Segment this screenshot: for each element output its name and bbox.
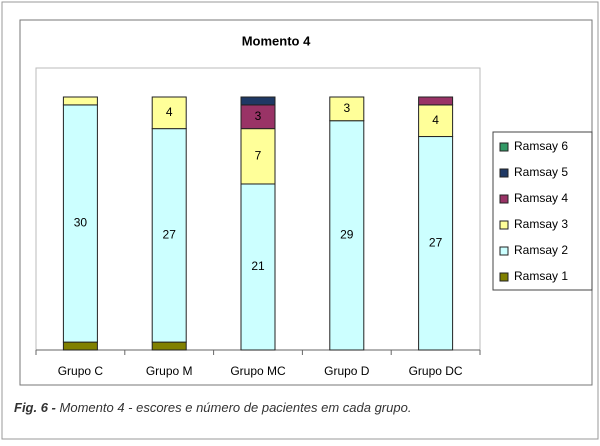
bar-segment: [329, 96, 365, 122]
data-label: 3: [255, 109, 262, 123]
x-tick-label: Grupo D: [324, 364, 370, 378]
bar-segment: [329, 120, 365, 351]
bar-segment: [418, 96, 454, 106]
data-label: 27: [163, 228, 177, 242]
bar-segment: [62, 341, 98, 351]
data-label: 21: [251, 259, 265, 273]
bar-segment: [240, 128, 276, 185]
bar-segment: [62, 96, 98, 106]
x-tick-label: Grupo C: [58, 364, 104, 378]
legend-swatch: [499, 168, 509, 178]
caption-label: Fig. 6 -: [14, 400, 56, 415]
data-label: 27: [429, 235, 443, 249]
bar-segment: [151, 341, 187, 351]
x-tick-label: Grupo DC: [409, 364, 463, 378]
chart-title: Momento 4: [242, 33, 311, 48]
bar-segment: [240, 183, 276, 351]
data-label: 4: [166, 105, 173, 119]
legend-label: Ramsay 1: [514, 269, 568, 283]
legend-swatch: [499, 220, 509, 230]
bar-segment: [151, 96, 187, 130]
data-label: 3: [343, 101, 350, 115]
x-tick-label: Grupo M: [146, 364, 193, 378]
bar-segment: [151, 128, 187, 343]
legend-label: Ramsay 6: [514, 139, 568, 153]
legend-label: Ramsay 4: [514, 191, 568, 205]
legend-swatch: [499, 142, 509, 152]
data-label: 7: [255, 148, 262, 162]
data-label: 30: [74, 216, 88, 230]
bar-segment: [418, 136, 454, 351]
data-label: 4: [432, 113, 439, 127]
caption: Fig. 6 - Momento 4 - escores e número de…: [14, 400, 411, 415]
x-tick-label: Grupo MC: [230, 364, 286, 378]
legend-swatch: [499, 272, 509, 282]
bar-segment: [418, 104, 454, 138]
legend-label: Ramsay 5: [514, 165, 568, 179]
caption-text: Momento 4 - escores e número de paciente…: [60, 400, 412, 415]
legend-label: Ramsay 2: [514, 243, 568, 257]
bar-segment: [62, 104, 98, 343]
legend-swatch: [499, 246, 509, 256]
legend-swatch: [499, 194, 509, 204]
legend-box: [492, 131, 593, 291]
legend-label: Ramsay 3: [514, 217, 568, 231]
data-label: 29: [340, 228, 354, 242]
bar-segment: [240, 96, 276, 106]
